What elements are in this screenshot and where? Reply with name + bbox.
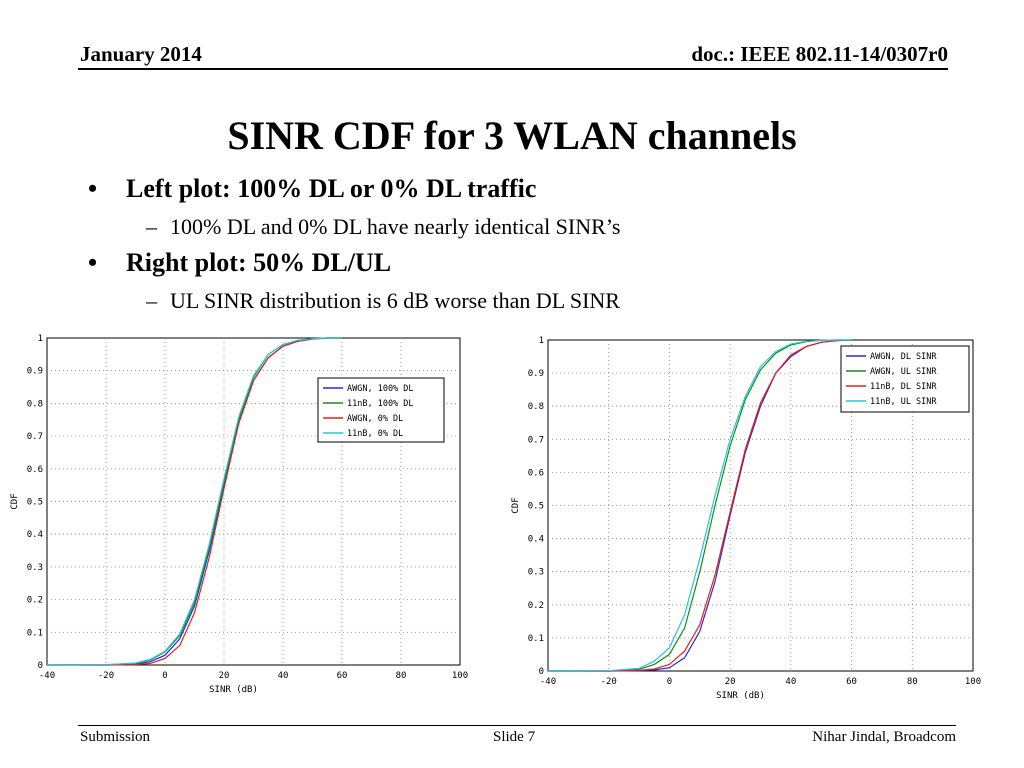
- legend-label: 11nB, DL SINR: [870, 382, 937, 392]
- cdf-chart-left: -40 -20 0 20 40 60 80 100 0 0.1 0.2 0.3 0.4 0.5 0.6 0.7…: [10, 334, 468, 695]
- chart-legend: AWGN, 100% DL 11nB, 100% DL AWGN, 0% DL 11n…: [317, 377, 445, 443]
- bullet-item: • Left plot: 100% DL or 0% DL traffic: [88, 174, 948, 212]
- y-tick-label: 0.7: [528, 435, 544, 445]
- legend-label: 11nB, UL SINR: [870, 397, 937, 407]
- bullet-item: • Right plot: 50% DL/UL: [88, 248, 948, 286]
- legend-label: AWGN, 0% DL: [347, 414, 403, 424]
- x-axis-label: SINR (dB): [209, 685, 258, 695]
- x-tick-label: 60: [846, 677, 857, 687]
- y-tick-label: 0: [539, 667, 544, 677]
- x-tick-label: 40: [785, 677, 796, 687]
- x-tick-label: 80: [907, 677, 918, 687]
- slide-title: SINR CDF for 3 WLAN channels: [227, 113, 797, 158]
- x-tick-label: 20: [219, 671, 230, 681]
- header-date: January 2014: [80, 42, 202, 66]
- x-tick-label: 0: [162, 671, 167, 681]
- x-tick-label: 0: [667, 677, 672, 687]
- x-tick-label: 100: [452, 671, 468, 681]
- series-line: [47, 337, 342, 666]
- x-tick-label: 60: [337, 671, 348, 681]
- y-axis-label: CDF: [10, 493, 20, 509]
- sub-bullet-text: UL SINR distribution is 6 dB worse than …: [170, 288, 620, 313]
- bullet-dot: •: [88, 248, 98, 277]
- sub-bullet-text: 100% DL and 0% DL have nearly identical …: [170, 214, 621, 239]
- footer-slide-number: Slide 7: [493, 729, 536, 745]
- y-axis-label: CDF: [511, 497, 521, 513]
- sub-bullet-item: – 100% DL and 0% DL have nearly identica…: [88, 212, 948, 248]
- y-tick-label: 0.7: [27, 432, 43, 442]
- x-tick-label: -40: [39, 671, 55, 681]
- legend-label: AWGN, UL SINR: [870, 367, 937, 377]
- legend-label: 11nB, 100% DL: [347, 399, 414, 409]
- legend-label: 11nB, 0% DL: [347, 429, 403, 439]
- y-tick-label: 0.6: [528, 468, 544, 478]
- sub-bullet-dash: –: [146, 288, 157, 313]
- x-tick-label: 40: [278, 671, 289, 681]
- chart-legend: AWGN, DL SINR AWGN, UL SINR 11nB, DL SINR 1…: [840, 345, 970, 413]
- y-tick-label: 0.9: [27, 367, 43, 377]
- x-tick-label: 20: [725, 677, 736, 687]
- header-doc-id: doc.: IEEE 802.11-14/0307r0: [691, 42, 948, 66]
- y-tick-label: 0.8: [27, 399, 43, 409]
- series-line: [46, 337, 342, 666]
- legend-label: AWGN, 100% DL: [347, 384, 414, 394]
- y-tick-label: 1: [539, 336, 544, 346]
- y-tick-label: 1: [38, 334, 43, 344]
- y-tick-label: 0: [38, 661, 43, 671]
- sub-bullet-item: – UL SINR distribution is 6 dB worse tha…: [88, 286, 948, 322]
- x-axis-label: SINR (dB): [716, 691, 765, 701]
- bullet-list: • Left plot: 100% DL or 0% DL traffic – …: [88, 174, 948, 322]
- sub-bullet-dash: –: [146, 214, 157, 239]
- cdf-chart-right: -40 -20 0 20 40 60 80 100 0 0.1 0.2 0.3 0.4 0.5 0.6 0.7…: [511, 336, 981, 701]
- bullet-text: Right plot: 50% DL/UL: [126, 248, 392, 277]
- x-tick-label: -20: [601, 677, 617, 687]
- y-tick-label: 0.2: [27, 596, 43, 606]
- y-tick-label: 0.1: [528, 634, 544, 644]
- series-line: [548, 339, 852, 672]
- series-line: [547, 339, 852, 672]
- bullet-dot: •: [88, 174, 98, 203]
- y-tick-label: 0.3: [27, 563, 43, 573]
- y-tick-label: 0.3: [528, 568, 544, 578]
- x-tick-label: 100: [965, 677, 981, 687]
- x-tick-label: -40: [540, 677, 556, 687]
- bullet-text: Left plot: 100% DL or 0% DL traffic: [126, 174, 537, 203]
- footer-left: Submission: [80, 729, 151, 745]
- y-tick-label: 0.9: [528, 369, 544, 379]
- x-tick-label: 80: [396, 671, 407, 681]
- legend-label: AWGN, DL SINR: [870, 352, 937, 362]
- y-tick-label: 0.5: [27, 498, 43, 508]
- y-tick-label: 0.5: [528, 502, 544, 512]
- footer-divider: [78, 725, 956, 726]
- footer-author: Nihar Jindal, Broadcom: [812, 729, 956, 745]
- x-tick-label: -20: [98, 671, 114, 681]
- header-divider: [78, 68, 948, 70]
- y-tick-label: 0.2: [528, 601, 544, 611]
- y-tick-label: 0.1: [27, 628, 43, 638]
- y-tick-label: 0.8: [528, 402, 544, 412]
- y-tick-label: 0.6: [27, 465, 43, 475]
- y-tick-label: 0.4: [528, 535, 544, 545]
- y-tick-label: 0.4: [27, 530, 43, 540]
